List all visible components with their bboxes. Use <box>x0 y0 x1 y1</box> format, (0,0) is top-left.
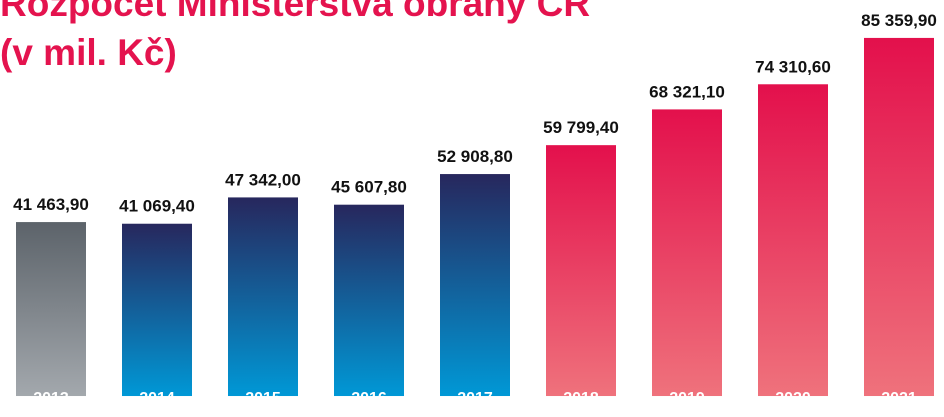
value-label: 41 069,40 <box>119 197 195 216</box>
bar <box>546 145 616 397</box>
chart-title: Rozpočet Ministerstva obrany ČR <box>0 0 590 24</box>
bar <box>440 174 510 397</box>
x-tick-label: 2016 <box>351 390 387 407</box>
value-label: 52 908,80 <box>437 147 513 166</box>
value-label: 68 321,10 <box>649 82 725 101</box>
x-tick-label: 2019 <box>669 390 705 407</box>
bar <box>864 37 934 397</box>
value-label: 74 310,60 <box>755 57 831 76</box>
bar <box>122 223 192 397</box>
bar <box>16 222 86 397</box>
chart-subtitle: (v mil. Kč) <box>0 32 177 73</box>
x-tick-label: 2021 <box>881 390 917 407</box>
value-label: 85 359,90 <box>861 11 937 30</box>
value-label: 59 799,40 <box>543 118 619 137</box>
bar <box>228 197 298 397</box>
value-label: 41 463,90 <box>13 195 89 214</box>
x-tick-label: 2014 <box>139 390 175 407</box>
x-tick-label: 2020 <box>775 390 811 407</box>
value-label: 47 342,00 <box>225 170 301 189</box>
value-label: 45 607,80 <box>331 178 407 197</box>
bar <box>334 204 404 397</box>
x-tick-label: 2015 <box>245 390 281 407</box>
x-tick-label: 2017 <box>457 390 493 407</box>
x-tick-label: 2013 <box>33 390 69 407</box>
x-tick-label: 2018 <box>563 390 599 407</box>
bar <box>758 84 828 397</box>
bar <box>652 109 722 397</box>
